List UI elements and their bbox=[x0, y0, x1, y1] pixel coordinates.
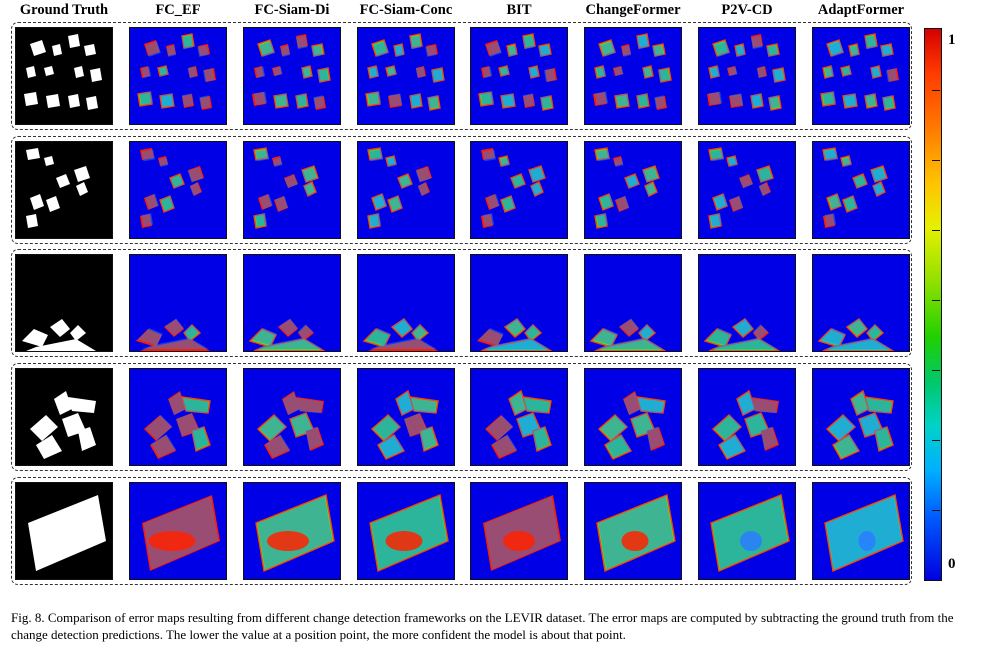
sample-3-cluster-bottom-frame bbox=[11, 249, 912, 357]
error-map-fc-siam-conc-row1 bbox=[357, 27, 455, 125]
colorbar-tick bbox=[932, 510, 940, 511]
error-map-changeformer-row3 bbox=[584, 254, 682, 352]
header-adaptformer: AdaptFormer bbox=[817, 2, 905, 18]
error-map-changeformer-row1 bbox=[584, 27, 682, 125]
error-map-bit-row1 bbox=[470, 27, 568, 125]
error-map-changeformer-row2 bbox=[584, 141, 682, 239]
colorbar-tick bbox=[932, 160, 940, 161]
colorbar-tick bbox=[932, 90, 940, 91]
error-map-changeformer-row4 bbox=[584, 368, 682, 466]
error-map-p2v-cd-row2 bbox=[698, 141, 796, 239]
error-map-fc-siam-conc-row2 bbox=[357, 141, 455, 239]
ground-truth-mask-ground-truth-row1 bbox=[15, 27, 113, 125]
colorbar-tick bbox=[932, 230, 940, 231]
error-map-bit-row2 bbox=[470, 141, 568, 239]
error-map-p2v-cd-row5 bbox=[698, 482, 796, 580]
error-map-bit-row4 bbox=[470, 368, 568, 466]
colorbar bbox=[924, 28, 942, 581]
header-changeformer: ChangeFormer bbox=[585, 2, 681, 18]
header-fc-siam-conc: FC-Siam-Conc bbox=[359, 2, 453, 18]
error-map-fc-ef-row5 bbox=[129, 482, 227, 580]
ground-truth-mask-ground-truth-row2 bbox=[15, 141, 113, 239]
header-ground-truth: Ground Truth bbox=[19, 2, 109, 18]
colorbar-tick bbox=[932, 440, 940, 441]
error-map-fc-siam-conc-row3 bbox=[357, 254, 455, 352]
error-map-fc-ef-row4 bbox=[129, 368, 227, 466]
error-map-adaptformer-row5 bbox=[812, 482, 910, 580]
sample-4-large-cross-structure-frame bbox=[11, 363, 912, 471]
error-map-fc-siam-di-row4 bbox=[243, 368, 341, 466]
error-map-fc-siam-conc-row5 bbox=[357, 482, 455, 580]
error-map-fc-ef-row3 bbox=[129, 254, 227, 352]
figure-caption: Fig. 8. Comparison of error maps resulti… bbox=[11, 610, 954, 642]
sample-1-scattered-small-buildings-frame bbox=[11, 22, 912, 130]
error-map-fc-ef-row2 bbox=[129, 141, 227, 239]
colorbar-tick bbox=[932, 370, 940, 371]
error-map-adaptformer-row2 bbox=[812, 141, 910, 239]
colorbar-max-label: 1 bbox=[948, 32, 956, 48]
header-fc-ef: FC_EF bbox=[155, 2, 201, 18]
colorbar-tick bbox=[932, 300, 940, 301]
ground-truth-mask-ground-truth-row5 bbox=[15, 482, 113, 580]
error-map-adaptformer-row4 bbox=[812, 368, 910, 466]
header-p2v-cd: P2V-CD bbox=[721, 2, 773, 18]
error-map-bit-row5 bbox=[470, 482, 568, 580]
sample-2-scattered-buildings-frame bbox=[11, 136, 912, 244]
error-map-p2v-cd-row1 bbox=[698, 27, 796, 125]
error-map-fc-siam-di-row3 bbox=[243, 254, 341, 352]
error-map-p2v-cd-row3 bbox=[698, 254, 796, 352]
error-map-p2v-cd-row4 bbox=[698, 368, 796, 466]
error-map-adaptformer-row3 bbox=[812, 254, 910, 352]
header-fc-siam-di: FC-Siam-Di bbox=[254, 2, 330, 18]
error-map-fc-siam-di-row1 bbox=[243, 27, 341, 125]
error-map-changeformer-row5 bbox=[584, 482, 682, 580]
error-map-adaptformer-row1 bbox=[812, 27, 910, 125]
error-map-fc-siam-conc-row4 bbox=[357, 368, 455, 466]
error-map-fc-siam-di-row5 bbox=[243, 482, 341, 580]
error-map-fc-siam-di-row2 bbox=[243, 141, 341, 239]
ground-truth-mask-ground-truth-row3 bbox=[15, 254, 113, 352]
header-bit: BIT bbox=[506, 2, 532, 18]
error-map-fc-ef-row1 bbox=[129, 27, 227, 125]
ground-truth-mask-ground-truth-row4 bbox=[15, 368, 113, 466]
colorbar-min-label: 0 bbox=[948, 556, 956, 572]
error-map-bit-row3 bbox=[470, 254, 568, 352]
sample-5-large-rectangular-building-frame bbox=[11, 477, 912, 585]
